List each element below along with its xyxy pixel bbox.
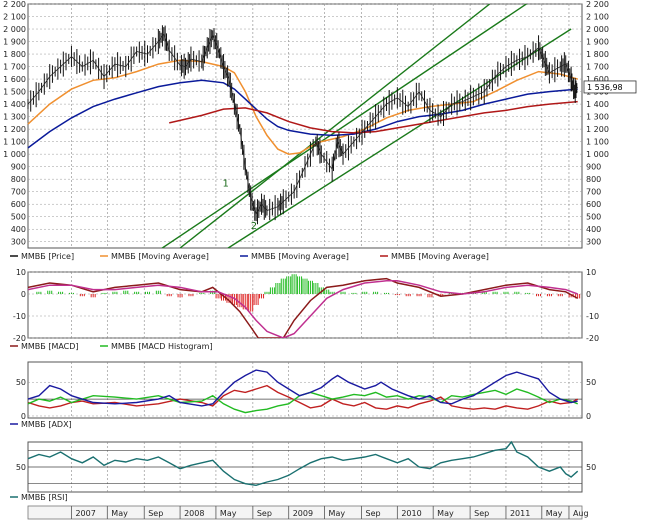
macd-y-tick-right: -20 bbox=[586, 334, 599, 343]
x-axis-label-2008: 2008 bbox=[184, 509, 204, 518]
price-y-tick-left: 1 700 bbox=[3, 63, 26, 72]
x-axis-label-may: May bbox=[329, 509, 346, 518]
adx-y-tick-left: 50 bbox=[16, 378, 26, 387]
price-y-tick-left: 900 bbox=[11, 163, 26, 172]
adx-line-1 bbox=[27, 388, 578, 414]
x-axis-label-sep: Sep bbox=[365, 509, 380, 518]
adx-y-tick-right: 50 bbox=[586, 378, 596, 387]
price-y-tick-right: 800 bbox=[586, 175, 601, 184]
price-y-tick-right: 1 200 bbox=[586, 125, 609, 134]
trend-channel-line-1 bbox=[226, 28, 572, 248]
price-y-tick-left: 2 100 bbox=[3, 13, 26, 22]
trend-channel-line-0 bbox=[179, 4, 491, 248]
rsi-line bbox=[27, 440, 579, 487]
x-axis-label-may: May bbox=[220, 509, 237, 518]
price-y-tick-left: 400 bbox=[11, 225, 26, 234]
price-y-tick-left: 1 800 bbox=[3, 50, 26, 59]
macd-y-tick-right: 10 bbox=[586, 268, 596, 277]
rsi-y-tick-right: 50 bbox=[586, 463, 596, 472]
price-y-tick-left: 1 500 bbox=[3, 88, 26, 97]
price-y-tick-left: 1 900 bbox=[3, 38, 26, 47]
macd-group bbox=[28, 274, 581, 338]
price-y-tick-right: 1 000 bbox=[586, 150, 609, 159]
price-y-tick-left: 300 bbox=[11, 238, 26, 247]
macd-legend-label-1: ММВБ [MACD Histogram] bbox=[111, 342, 213, 351]
price-y-tick-left: 600 bbox=[11, 200, 26, 209]
x-axis-label-2010: 2010 bbox=[401, 509, 421, 518]
price-y-tick-right: 1 300 bbox=[586, 113, 609, 122]
price-y-tick-right: 300 bbox=[586, 238, 601, 247]
x-axis-label-2007: 2007 bbox=[75, 509, 95, 518]
macd-y-tick-left: 10 bbox=[16, 268, 26, 277]
macd-y-tick-right: 0 bbox=[586, 290, 591, 299]
price-legend-label-3: ММВБ [Moving Average] bbox=[391, 252, 489, 261]
adx-line-2 bbox=[27, 369, 578, 407]
price-y-tick-right: 1 800 bbox=[586, 50, 609, 59]
adx-y-tick-left: 0 bbox=[21, 412, 26, 421]
wave-annotation-1: 1 bbox=[223, 179, 229, 190]
adx-legend-label: ММВБ [ADX] bbox=[21, 420, 72, 429]
price-channel-group bbox=[160, 4, 572, 248]
price-y-tick-left: 2 000 bbox=[3, 25, 26, 34]
macd-line-1 bbox=[28, 280, 578, 338]
x-axis-label-may: May bbox=[437, 509, 454, 518]
price-y-tick-right: 900 bbox=[586, 163, 601, 172]
price-y-tick-right: 500 bbox=[586, 213, 601, 222]
price-y-tick-left: 1 400 bbox=[3, 100, 26, 109]
x-axis-bar bbox=[27, 505, 583, 520]
price-y-tick-right: 1 600 bbox=[586, 75, 609, 84]
wave-annotation-2: 2 bbox=[251, 221, 257, 232]
price-y-tick-left: 500 bbox=[11, 213, 26, 222]
price-line bbox=[27, 33, 579, 216]
rsi-legend-label: ММВБ [RSI] bbox=[21, 493, 68, 502]
last-value-box bbox=[583, 80, 637, 94]
price-y-tick-left: 1 600 bbox=[3, 75, 26, 84]
x-axis-label-sep: Sep bbox=[257, 509, 272, 518]
macd-legend-label-0: ММВБ [MACD] bbox=[21, 342, 79, 351]
price-legend-label-2: ММВБ [Moving Average] bbox=[251, 252, 349, 261]
price-y-tick-right: 700 bbox=[586, 188, 601, 197]
x-axis-label-sep: Sep bbox=[148, 509, 163, 518]
price-y-tick-right: 1 100 bbox=[586, 138, 609, 147]
x-axis-label-aug: Aug bbox=[573, 509, 589, 518]
price-y-tick-left: 700 bbox=[11, 188, 26, 197]
price-y-tick-right: 1 700 bbox=[586, 63, 609, 72]
last-value-label: 1 536,98 bbox=[587, 83, 623, 92]
x-axis-label-sep: Sep bbox=[474, 509, 489, 518]
moving-average-line-2 bbox=[27, 79, 578, 149]
price-y-tick-left: 2 200 bbox=[3, 0, 26, 9]
x-axis-label-may: May bbox=[111, 509, 128, 518]
price-y-tick-right: 2 200 bbox=[586, 0, 609, 9]
rsi-y-tick-left: 50 bbox=[16, 463, 26, 472]
macd-line-0 bbox=[28, 277, 579, 338]
price-y-tick-left: 1 100 bbox=[3, 138, 26, 147]
price-legend-label-1: ММВБ [Moving Average] bbox=[111, 252, 209, 261]
price-y-tick-right: 2 000 bbox=[586, 25, 609, 34]
macd-y-tick-left: -10 bbox=[13, 312, 26, 321]
price-y-tick-left: 1 300 bbox=[3, 113, 26, 122]
price-y-tick-left: 1 200 bbox=[3, 125, 26, 134]
price-y-tick-right: 1 400 bbox=[586, 100, 609, 109]
price-y-tick-right: 600 bbox=[586, 200, 601, 209]
price-legend-label-0: ММВБ [Price] bbox=[21, 252, 74, 261]
price-y-tick-right: 2 100 bbox=[586, 13, 609, 22]
x-axis-label-2011: 2011 bbox=[510, 509, 530, 518]
adx-y-tick-right: 0 bbox=[586, 412, 591, 421]
trend-channel-line-2 bbox=[160, 4, 528, 248]
macd-y-tick-left: -20 bbox=[13, 334, 26, 343]
x-axis-label-2009: 2009 bbox=[293, 509, 313, 518]
x-axis-label-may: May bbox=[546, 509, 563, 518]
price-y-tick-left: 800 bbox=[11, 175, 26, 184]
price-y-tick-right: 1 900 bbox=[586, 38, 609, 47]
price-y-tick-left: 1 000 bbox=[3, 150, 26, 159]
price-y-tick-right: 400 bbox=[586, 225, 601, 234]
panel-2-frame bbox=[27, 361, 583, 419]
macd-y-tick-right: -10 bbox=[586, 312, 599, 321]
macd-y-tick-left: 0 bbox=[21, 290, 26, 299]
